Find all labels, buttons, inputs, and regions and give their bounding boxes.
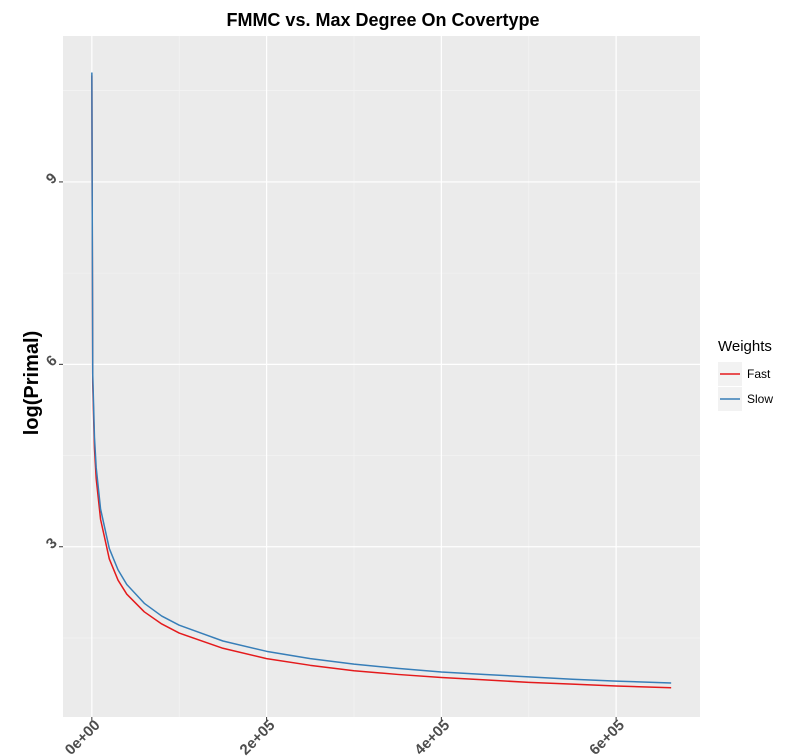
plot-panel: [63, 36, 700, 717]
y-axis-label: log(Primal): [21, 331, 43, 435]
x-tick-label: 2e+05: [237, 717, 279, 756]
legend-items: Fast Slow: [718, 362, 773, 411]
y-tick-label: 9: [43, 170, 61, 188]
x-axis: 0e+00 2e+05 4e+05 6e+05: [62, 717, 628, 756]
legend-label-slow: Slow: [747, 392, 773, 406]
series-layer: [91, 72, 672, 689]
legend-title: Weights: [718, 338, 772, 355]
x-tick-label: 0e+00: [62, 717, 104, 756]
series-line-slow: [91, 72, 672, 684]
series-line-fast: [91, 75, 672, 689]
y-tick-label: 6: [43, 352, 61, 370]
legend: Weights Fast Slow: [718, 338, 773, 411]
chart-title: FMMC vs. Max Degree On Covertype: [226, 10, 539, 30]
y-axis: 3 6 9: [43, 170, 63, 553]
x-tick-label: 4e+05: [411, 717, 453, 756]
legend-label-fast: Fast: [747, 367, 771, 381]
x-tick-label: 6e+05: [586, 717, 628, 756]
y-tick-label: 3: [43, 535, 61, 553]
grid-lines: [63, 36, 700, 717]
